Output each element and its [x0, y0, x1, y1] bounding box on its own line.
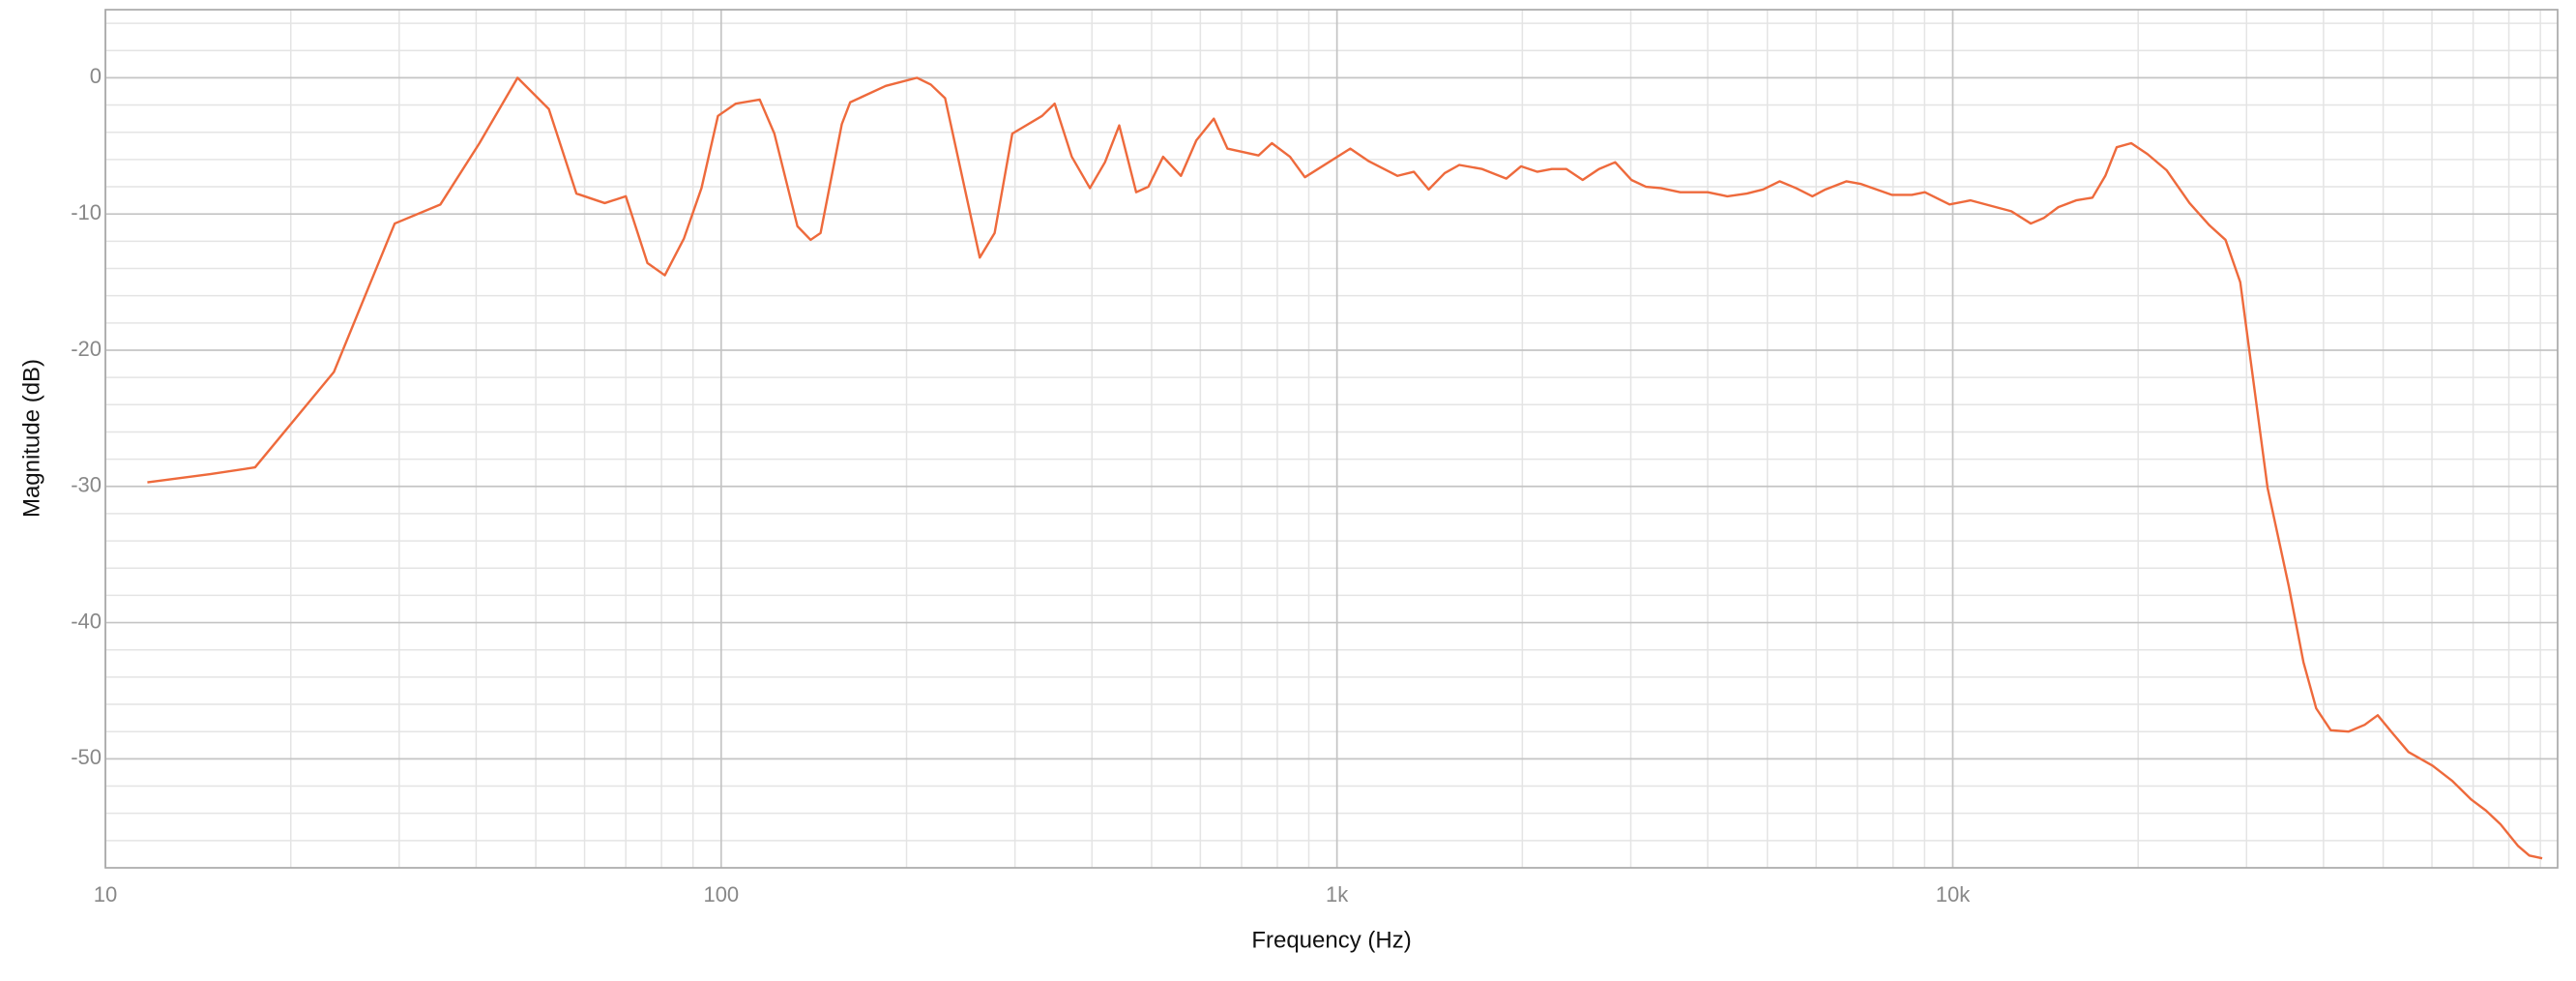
x-tick-label: 10k — [1936, 882, 1971, 907]
x-tick-label: 1k — [1326, 882, 1349, 907]
y-axis-title: Magnitude (dB) — [18, 359, 44, 518]
x-tick-label: 100 — [703, 882, 739, 907]
y-tick-label: -20 — [71, 337, 102, 361]
y-tick-label: -10 — [71, 200, 102, 224]
response-line — [147, 76, 2543, 860]
plot-border — [104, 9, 2559, 869]
y-tick-label: -30 — [71, 473, 102, 497]
y-tick-label: 0 — [90, 64, 102, 88]
y-tick-label: -50 — [71, 745, 102, 769]
x-tick-label: 10 — [94, 882, 117, 907]
x-axis-title: Frequency (Hz) — [1251, 927, 1411, 953]
y-tick-label: -40 — [71, 609, 102, 633]
